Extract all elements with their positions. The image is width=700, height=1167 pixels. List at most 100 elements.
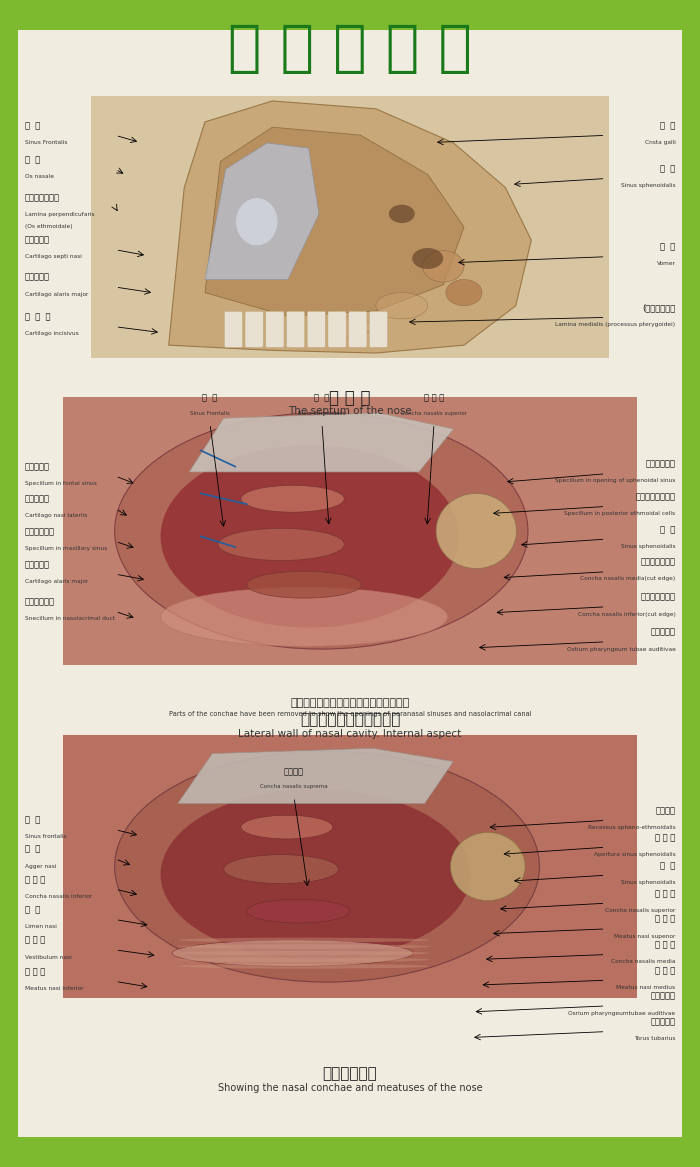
Text: 上 鼻 道: 上 鼻 道: [655, 915, 676, 924]
Text: 鼻  堤: 鼻 堤: [25, 845, 40, 853]
Text: Meatus nasi medius: Meatus nasi medius: [617, 985, 676, 990]
Text: Lamina perpendicufaris: Lamina perpendicufaris: [25, 212, 94, 217]
Text: 鼻  阀: 鼻 阀: [25, 906, 40, 915]
Text: Snecillum in nasolacrimal duct: Snecillum in nasolacrimal duct: [25, 616, 115, 621]
Text: 鼻  骨: 鼻 骨: [25, 155, 40, 163]
Text: 鼻翼大软骨: 鼻翼大软骨: [25, 560, 50, 569]
Text: Specillum in fontal sinus: Specillum in fontal sinus: [25, 481, 97, 485]
FancyBboxPatch shape: [328, 312, 346, 348]
Text: 鼻中隔软骨: 鼻中隔软骨: [25, 236, 50, 244]
Text: Vomer: Vomer: [657, 261, 675, 266]
Ellipse shape: [218, 529, 344, 560]
Text: Sinus sphenoidalis: Sinus sphenoidalis: [621, 880, 676, 885]
Ellipse shape: [115, 413, 528, 649]
Text: Cartilago nasi laterlis: Cartilago nasi laterlis: [25, 513, 87, 518]
Text: 探针通额窦: 探针通额窦: [25, 462, 50, 471]
Text: Cartilago alaris major: Cartilago alaris major: [25, 579, 88, 584]
Ellipse shape: [451, 832, 525, 901]
Ellipse shape: [389, 204, 414, 223]
Text: Cartilago alaris major: Cartilago alaris major: [25, 292, 88, 296]
Text: 咽鼓管圆枕: 咽鼓管圆枕: [650, 1018, 676, 1027]
Text: Recessus spheno-ethmoidalis: Recessus spheno-ethmoidalis: [588, 825, 676, 830]
Text: The septum of the nose: The septum of the nose: [288, 406, 412, 415]
Text: Concha nasalis suprema: Concha nasalis suprema: [260, 784, 328, 789]
Ellipse shape: [160, 445, 459, 628]
Ellipse shape: [178, 944, 430, 949]
Ellipse shape: [436, 494, 517, 568]
Text: 中 鼻 甲: 中 鼻 甲: [655, 941, 676, 950]
Text: Lamina medialis (processus pterygoidei): Lamina medialis (processus pterygoidei): [555, 322, 676, 327]
FancyBboxPatch shape: [349, 312, 367, 348]
Text: 最上鼻甲: 最上鼻甲: [284, 767, 304, 776]
Text: 鼻 中 隔: 鼻 中 隔: [329, 389, 371, 407]
FancyBboxPatch shape: [18, 30, 682, 1137]
Text: 蝶  窦: 蝶 窦: [660, 861, 675, 869]
Ellipse shape: [246, 900, 350, 923]
Text: 垂直板（筛骨）: 垂直板（筛骨）: [25, 194, 60, 203]
Text: 蝶  窦: 蝶 窦: [660, 165, 675, 174]
Text: Sinus sphenoidalis: Sinus sphenoidalis: [621, 544, 676, 548]
FancyBboxPatch shape: [307, 312, 326, 348]
Polygon shape: [205, 142, 319, 280]
Text: Cnsta galli: Cnsta galli: [645, 140, 676, 145]
FancyBboxPatch shape: [370, 312, 388, 348]
Text: Sinus frontalis: Sinus frontalis: [25, 834, 66, 839]
Polygon shape: [189, 413, 454, 471]
FancyBboxPatch shape: [286, 312, 304, 348]
Text: 示鼻甲及鼻道: 示鼻甲及鼻道: [323, 1067, 377, 1081]
Text: Sinus sphenoidalis: Sinus sphenoidalis: [621, 183, 676, 188]
Text: Concha nasalis superior: Concha nasalis superior: [401, 411, 467, 415]
Text: Specillum in maxillary sinus: Specillum in maxillary sinus: [25, 546, 106, 551]
Text: Vestibulum nasi: Vestibulum nasi: [25, 955, 71, 959]
Ellipse shape: [446, 280, 482, 306]
Text: 筛  泡: 筛 泡: [314, 393, 330, 403]
Text: Concha nasalis media(cut edge): Concha nasalis media(cut edge): [580, 576, 676, 581]
Ellipse shape: [178, 951, 430, 956]
Text: Lateral wall of nasal cavity. Internal aspect: Lateral wall of nasal cavity. Internal a…: [239, 729, 461, 739]
Ellipse shape: [241, 485, 344, 512]
Text: 鼻 腔 结 构 图: 鼻 腔 结 构 图: [228, 22, 472, 76]
Text: 鼻外侧软骨: 鼻外侧软骨: [25, 495, 50, 504]
Text: 探针通鼻泪管: 探针通鼻泪管: [25, 598, 55, 607]
Text: 中 鼻 道: 中 鼻 道: [655, 966, 676, 974]
Ellipse shape: [241, 816, 332, 839]
Ellipse shape: [224, 854, 339, 883]
Text: Cartilago incisivus: Cartilago incisivus: [25, 331, 78, 336]
Text: Agger nasi: Agger nasi: [25, 864, 56, 868]
FancyBboxPatch shape: [91, 96, 609, 358]
Text: (Os ethmoidale): (Os ethmoidale): [25, 224, 72, 229]
Text: 蝶  窦: 蝶 窦: [660, 525, 675, 534]
FancyBboxPatch shape: [63, 397, 637, 665]
Text: Cartilago septi nasi: Cartilago septi nasi: [25, 254, 81, 259]
Text: 下 鼻 道: 下 鼻 道: [25, 967, 45, 976]
Ellipse shape: [412, 247, 443, 270]
Text: Meatus nasi inferior: Meatus nasi inferior: [25, 986, 83, 991]
Text: 下鼻甲（切缘）: 下鼻甲（切缘）: [640, 593, 676, 602]
Text: 犁  骨: 犁 骨: [660, 243, 675, 252]
Ellipse shape: [178, 964, 430, 969]
Text: 切除部分鼻甲，示鼻旁窦及鼻泪管的开口: 切除部分鼻甲，示鼻旁窦及鼻泪管的开口: [290, 698, 410, 707]
Text: 下 鼻 甲: 下 鼻 甲: [25, 875, 45, 885]
Text: 咽鼓管咽口: 咽鼓管咽口: [650, 992, 676, 1000]
FancyBboxPatch shape: [63, 735, 637, 998]
Text: 探针通蝶窦口: 探针通蝶窦口: [645, 460, 675, 468]
Text: Torus tubarius: Torus tubarius: [634, 1036, 676, 1041]
Ellipse shape: [246, 572, 361, 599]
Text: 额  窦: 额 窦: [25, 816, 40, 824]
Text: Specillum in posterior ethmoidal cells: Specillum in posterior ethmoidal cells: [564, 511, 676, 516]
Text: 额  窦: 额 窦: [25, 121, 40, 130]
Polygon shape: [169, 102, 531, 354]
Text: Meatus nasi supenor: Meatus nasi supenor: [614, 934, 676, 938]
Ellipse shape: [236, 198, 277, 245]
Text: Os nasale: Os nasale: [25, 174, 53, 179]
FancyBboxPatch shape: [224, 312, 243, 348]
Text: Osrium pharyngeumtubae auditivae: Osrium pharyngeumtubae auditivae: [568, 1011, 676, 1015]
Text: 咽鼓管咽口: 咽鼓管咽口: [650, 628, 676, 636]
Text: 切  牙  管: 切 牙 管: [25, 313, 50, 322]
Ellipse shape: [172, 941, 413, 966]
Ellipse shape: [329, 316, 371, 337]
Polygon shape: [205, 127, 464, 316]
Text: Sinus Frontalis: Sinus Frontalis: [190, 411, 230, 415]
Text: 鼻腔外侧壁（内侧面观）: 鼻腔外侧壁（内侧面观）: [300, 713, 400, 727]
Text: Sinus Frontalis: Sinus Frontalis: [25, 140, 67, 145]
